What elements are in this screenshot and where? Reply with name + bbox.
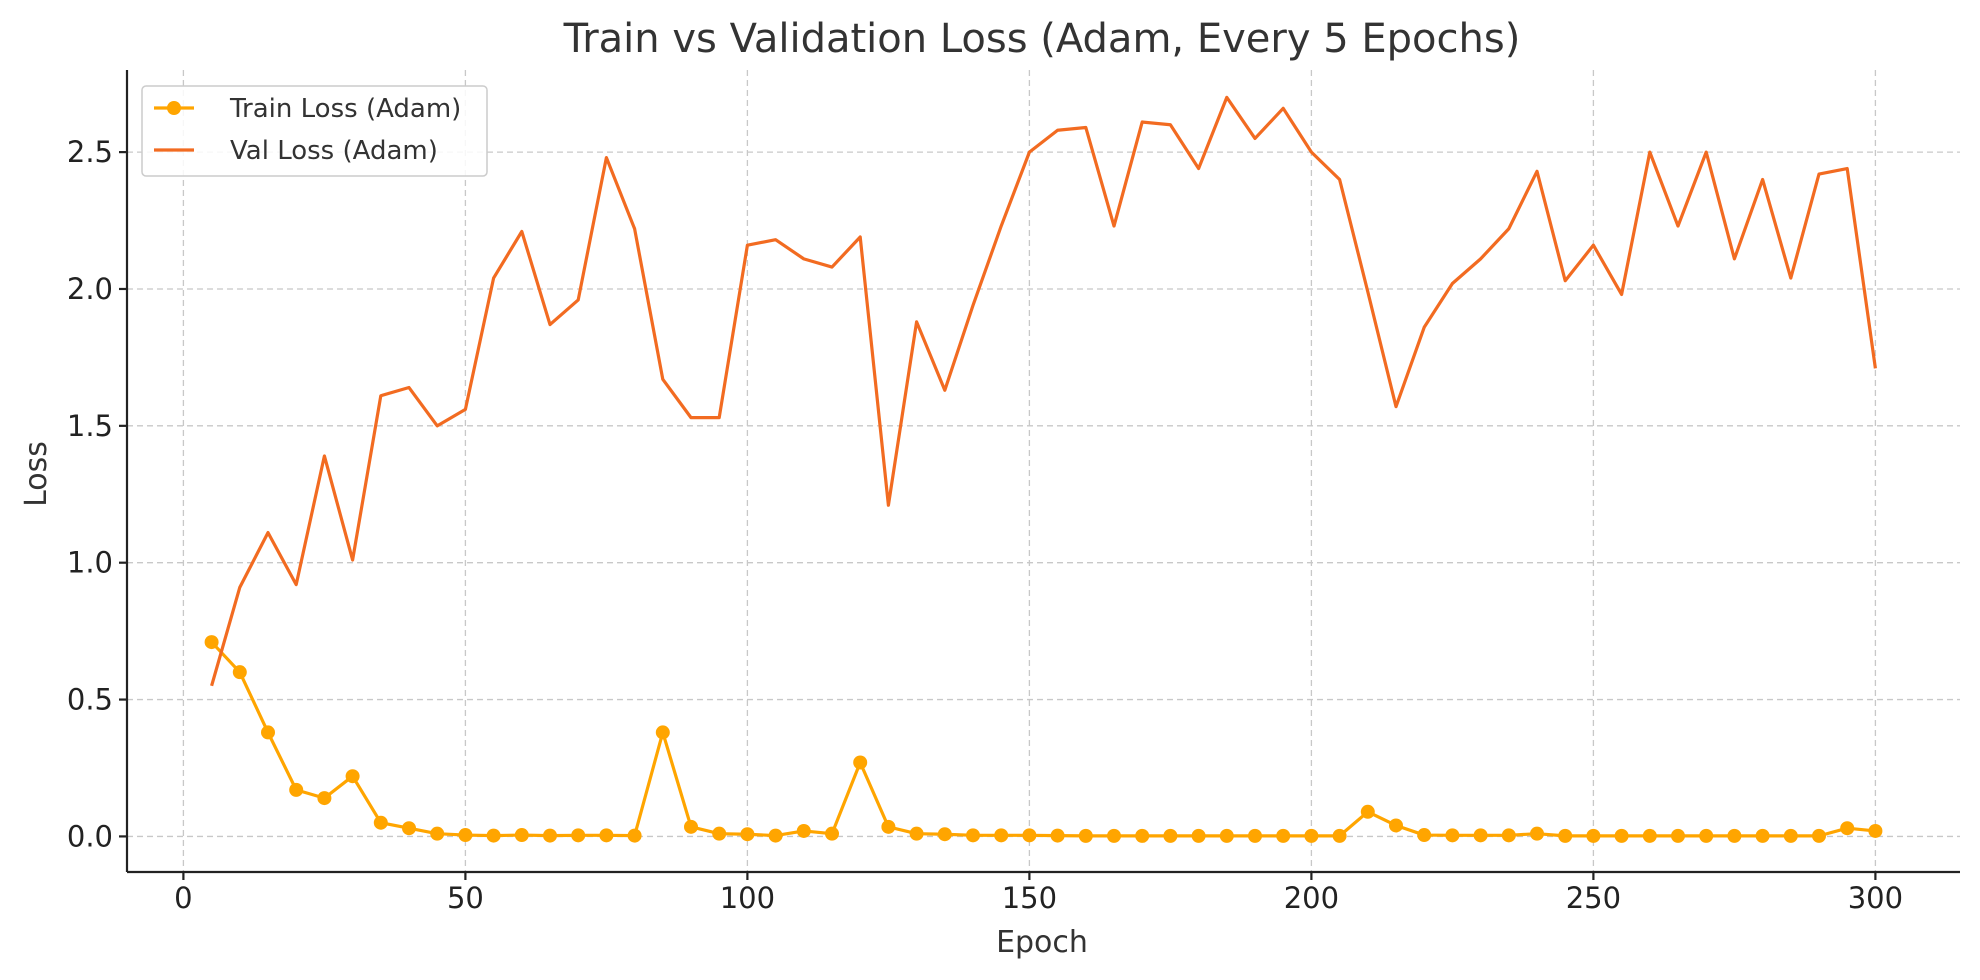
data-point — [1755, 828, 1770, 843]
data-point — [1050, 828, 1065, 843]
data-point — [345, 769, 360, 784]
legend-marker — [167, 101, 181, 115]
data-point — [1276, 828, 1291, 843]
data-point — [1840, 821, 1855, 836]
data-point — [1219, 828, 1234, 843]
data-point — [261, 725, 275, 740]
data-point — [825, 826, 839, 841]
data-point — [1501, 828, 1516, 843]
data-point — [204, 635, 219, 650]
y-tick-label: 0.0 — [67, 819, 113, 853]
data-point — [1417, 828, 1432, 843]
x-tick-label: 100 — [720, 881, 775, 915]
data-point — [740, 827, 755, 842]
data-point — [1389, 818, 1403, 833]
data-point — [1473, 828, 1488, 843]
data-point — [966, 828, 980, 843]
legend-label: Val Loss (Adam) — [230, 136, 438, 166]
data-point — [232, 665, 247, 680]
chart-title: Train vs Validation Loss (Adam, Every 5 … — [563, 16, 1521, 62]
legend-item: Val Loss (Adam) — [154, 136, 438, 166]
data-point — [1530, 826, 1544, 841]
axis-ticks: 0 50 100 150 200 250 300 0.0 0.5 1.0 1.5 2.0 2.5 — [67, 135, 1903, 915]
data-point — [514, 828, 529, 843]
data-point — [1868, 823, 1883, 838]
y-tick-label: 2.0 — [67, 272, 113, 306]
x-tick-label: 150 — [1002, 881, 1057, 915]
data-point — [1614, 828, 1629, 843]
data-point — [937, 827, 952, 842]
data-point — [402, 821, 416, 836]
y-tick-label: 2.5 — [67, 135, 113, 169]
data-point — [1812, 828, 1826, 843]
x-tick-label: 200 — [1284, 881, 1339, 915]
x-tick-label: 0 — [174, 881, 192, 915]
data-point — [1586, 828, 1601, 843]
data-point — [853, 755, 868, 770]
legend: Train Loss (Adam) Val Loss (Adam) — [141, 85, 488, 177]
legend-item: Train Loss (Adam) — [154, 94, 461, 124]
data-point — [684, 819, 698, 834]
data-point — [599, 828, 614, 843]
series-line — [210, 640, 1876, 838]
data-point — [317, 791, 332, 806]
x-axis-label: Epoch — [996, 925, 1088, 960]
data-point — [1558, 828, 1573, 843]
data-point — [796, 823, 811, 838]
data-point — [543, 828, 557, 843]
x-tick-label: 50 — [447, 881, 484, 915]
data-point — [1642, 828, 1657, 843]
data-point — [289, 782, 304, 797]
y-axis-label: Loss — [19, 441, 54, 507]
data-point — [1163, 828, 1178, 843]
axes-spines — [125, 70, 1960, 874]
data-point — [712, 826, 727, 841]
data-point — [458, 828, 473, 843]
series-line — [210, 95, 1877, 687]
x-tick-label: 300 — [1848, 881, 1903, 915]
data-point — [1248, 828, 1262, 843]
data-point — [1445, 828, 1460, 843]
data-point — [373, 815, 388, 830]
data-point — [627, 828, 642, 843]
data-point — [1022, 828, 1037, 843]
data-point — [909, 826, 924, 841]
data-point — [430, 826, 445, 841]
data-point — [1107, 828, 1121, 843]
series-1 — [210, 95, 1877, 687]
series-0 — [204, 635, 1883, 843]
data-point — [1671, 828, 1685, 843]
data-point — [655, 725, 670, 740]
grid-layer — [127, 70, 1960, 872]
x-tick-label: 250 — [1566, 881, 1621, 915]
data-point — [1078, 828, 1093, 843]
data-point — [768, 828, 783, 843]
data-point — [1360, 804, 1375, 819]
data-point — [1135, 828, 1150, 843]
y-tick-label: 0.5 — [67, 683, 113, 717]
data-point — [1304, 828, 1319, 843]
legend-label: Train Loss (Adam) — [229, 94, 461, 124]
legend-frame — [141, 85, 488, 177]
data-point — [1783, 828, 1798, 843]
data-point — [1727, 828, 1742, 843]
y-tick-label: 1.5 — [67, 409, 113, 443]
y-tick-label: 1.0 — [67, 546, 113, 580]
data-point — [1191, 828, 1206, 843]
data-point — [881, 819, 896, 834]
data-point — [486, 828, 501, 843]
data-point — [1332, 828, 1347, 843]
data-point — [1699, 828, 1714, 843]
data-point — [994, 828, 1009, 843]
series-layer — [204, 95, 1883, 843]
data-point — [571, 828, 586, 843]
